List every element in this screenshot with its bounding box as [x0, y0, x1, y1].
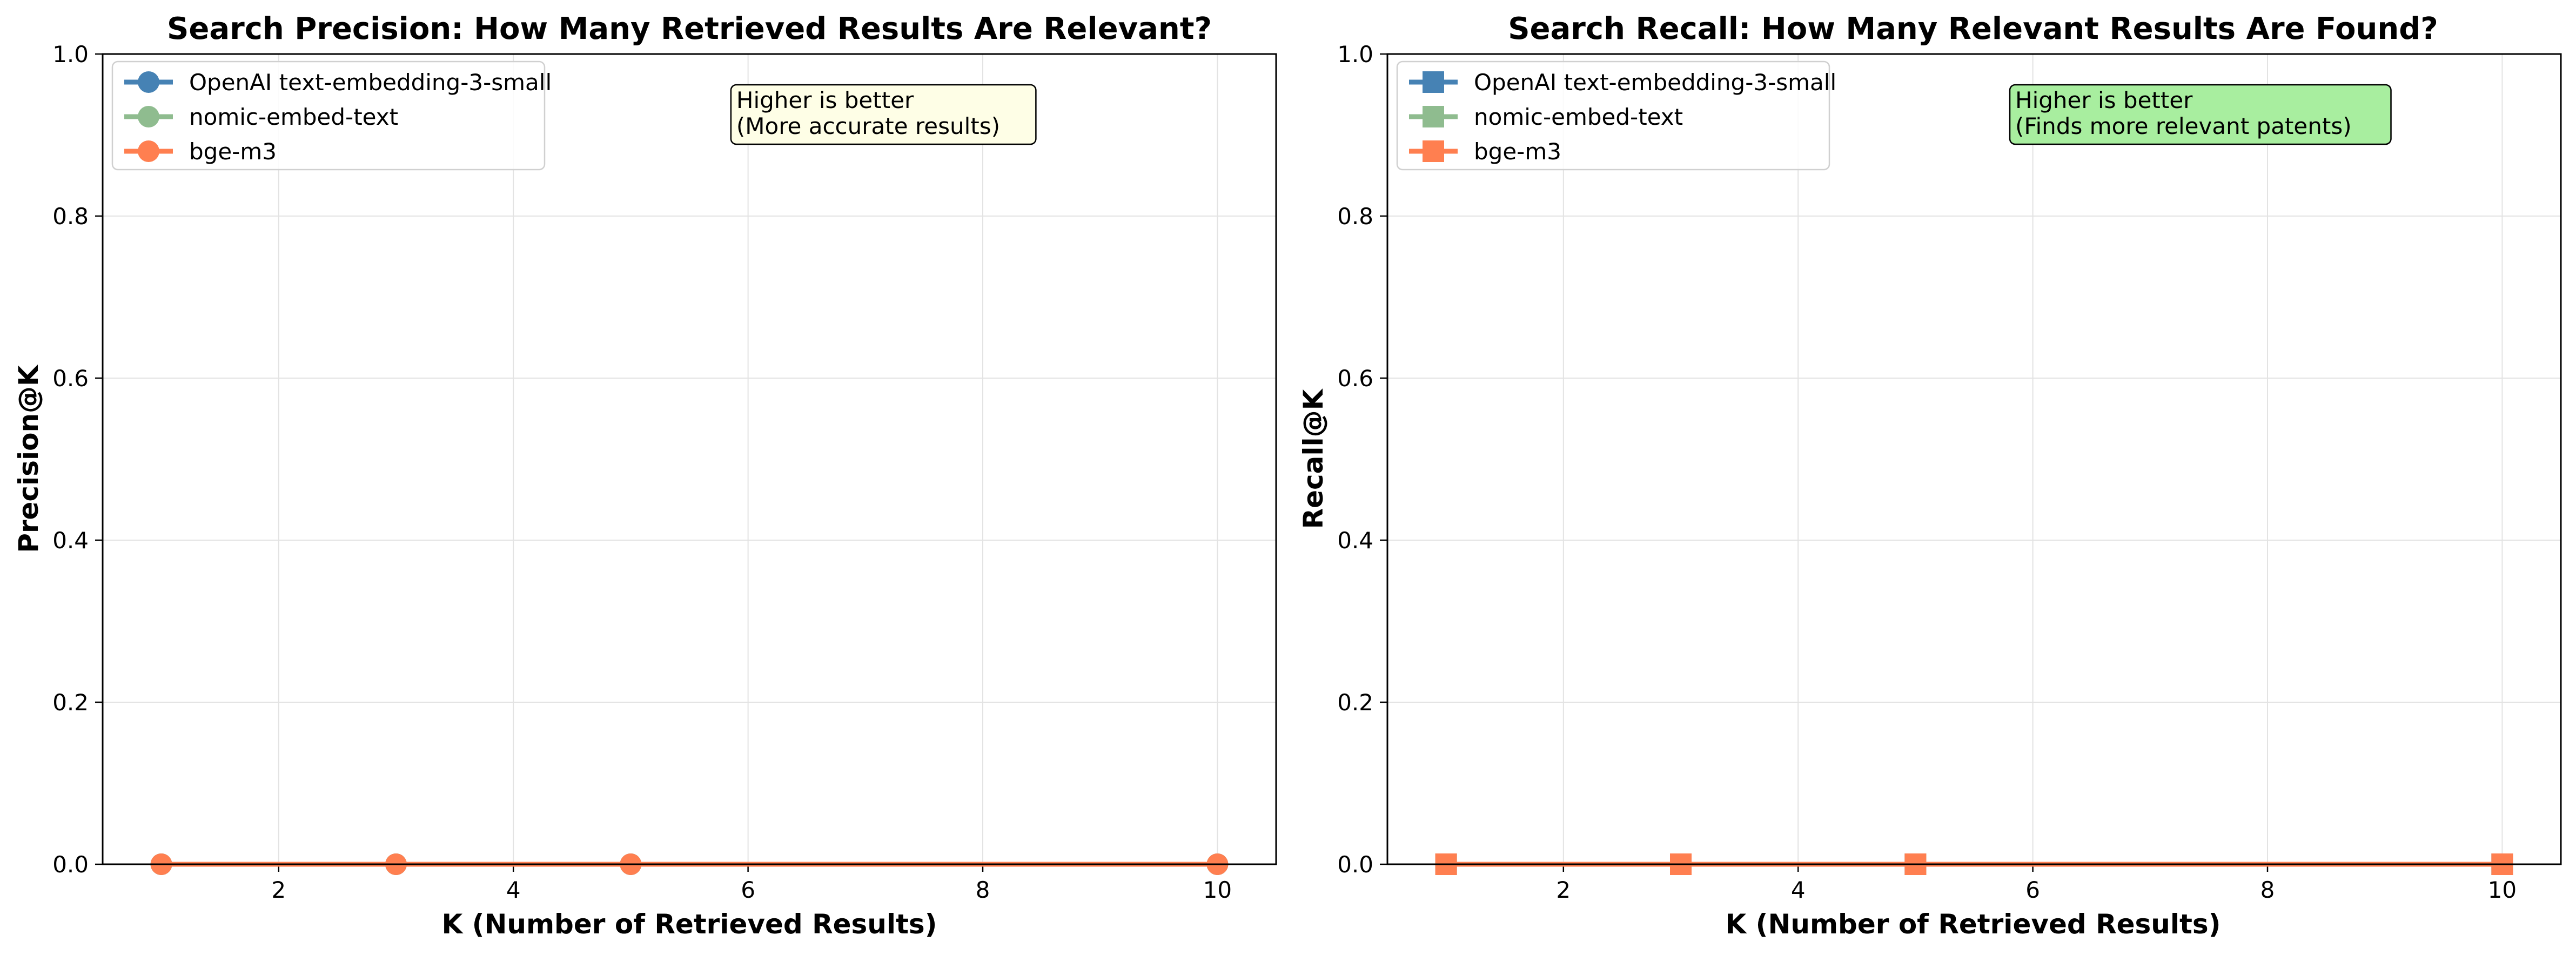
precision-legend-marker-0 [138, 71, 159, 93]
precision-x-tick-label: 4 [506, 877, 521, 903]
recall-y-tick-label: 0.0 [1337, 851, 1373, 878]
recall-legend-label-0: OpenAI text-embedding-3-small [1474, 69, 1836, 96]
recall-chart-title: Search Recall: How Many Relevant Results… [1508, 11, 2438, 46]
recall-x-tick-label: 10 [2488, 877, 2517, 903]
recall-x-tick-label: 2 [1556, 877, 1571, 903]
precision-x-tick-label: 10 [1203, 877, 1232, 903]
precision-x-tick-label: 6 [741, 877, 755, 903]
recall-y-axis-label: Recall@K [1298, 388, 1329, 529]
recall-annotation-line-1: (Finds more relevant patents) [2015, 113, 2352, 139]
recall-annotation-line-0: Higher is better [2015, 87, 2193, 113]
precision-legend-marker-2 [138, 140, 159, 162]
precision-y-tick-label: 1.0 [52, 41, 89, 68]
recall-y-tick-label: 0.4 [1337, 527, 1373, 554]
precision-annotation: Higher is better(More accurate results) [731, 85, 1036, 144]
recall-legend-marker-1 [1423, 106, 1444, 127]
precision-x-tick-label: 2 [271, 877, 286, 903]
precision-legend-label-2: bge-m3 [189, 138, 277, 165]
recall-x-tick-label: 8 [2260, 877, 2275, 903]
precision-legend-marker-1 [138, 106, 159, 127]
precision-y-axis-label: Precision@K [13, 364, 44, 553]
recall-legend-label-1: nomic-embed-text [1474, 104, 1683, 130]
recall-annotation: Higher is better(Finds more relevant pat… [2010, 85, 2391, 144]
precision-x-tick-label: 8 [976, 877, 990, 903]
recall-legend-marker-0 [1423, 71, 1444, 93]
precision-y-tick-label: 0.8 [52, 203, 89, 230]
precision-annotation-line-1: (More accurate results) [736, 113, 1000, 139]
recall-legend-marker-2 [1423, 140, 1444, 162]
recall-y-tick-label: 0.8 [1337, 203, 1373, 230]
precision-legend: OpenAI text-embedding-3-small nomic-embed… [112, 62, 552, 170]
precision-legend-label-1: nomic-embed-text [189, 104, 398, 130]
precision-y-tick-label: 0.6 [52, 365, 89, 392]
recall-legend: OpenAI text-embedding-3-small nomic-embed… [1397, 62, 1836, 170]
precision-y-tick-label: 0.4 [52, 527, 89, 554]
precision-annotation-line-0: Higher is better [736, 87, 914, 113]
precision-y-tick-label: 0.0 [52, 851, 89, 878]
precision-chart-title: Search Precision: How Many Retrieved Res… [167, 11, 1212, 46]
precision-x-axis-label: K (Number of Retrieved Results) [442, 909, 937, 940]
recall-y-tick-label: 1.0 [1337, 41, 1373, 68]
recall-y-tick-label: 0.2 [1337, 689, 1373, 716]
recall-x-axis-label: K (Number of Retrieved Results) [1726, 909, 2221, 940]
recall-legend-label-2: bge-m3 [1474, 138, 1561, 165]
precision-y-tick-label: 0.2 [52, 689, 89, 716]
precision-legend-label-0: OpenAI text-embedding-3-small [189, 69, 552, 96]
recall-x-tick-label: 6 [2025, 877, 2040, 903]
recall-x-tick-label: 4 [1791, 877, 1806, 903]
recall-y-tick-label: 0.6 [1337, 365, 1373, 392]
